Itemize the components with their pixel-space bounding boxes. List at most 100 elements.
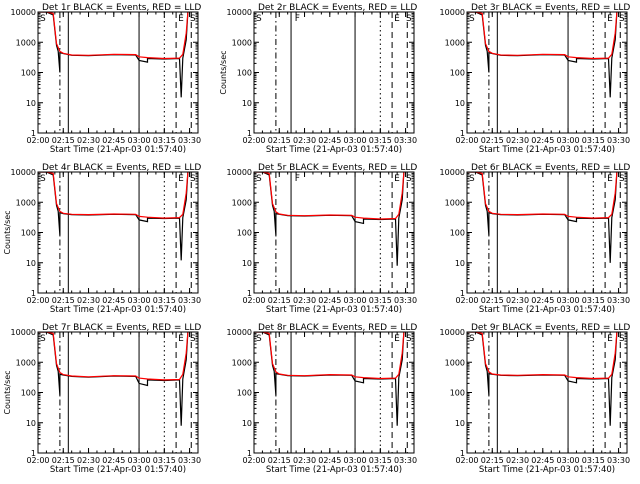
x-tick-label: 03:30	[178, 136, 201, 145]
y-tick-label: 1000	[232, 358, 252, 367]
x-axis-label: Start Time (21-Apr-03 01:57:40)	[50, 145, 186, 155]
marker-letter: E	[607, 334, 613, 344]
x-tick-label: 03:00	[128, 456, 151, 465]
series-line-lld	[38, 332, 189, 381]
marker-letter: S	[619, 174, 625, 184]
y-tick-label: 10	[455, 99, 465, 108]
x-tick-label: 03:30	[394, 136, 417, 145]
x-tick-label: 03:30	[178, 296, 201, 305]
x-tick-label: 02:00	[242, 296, 265, 305]
panel-title: Det 5r BLACK = Events, RED = LLD	[258, 163, 417, 173]
data-layer	[467, 332, 618, 426]
plot-frame	[253, 331, 415, 454]
x-axis-label: Start Time (21-Apr-03 01:57:40)	[50, 305, 186, 315]
x-tick-label: 02:15	[52, 136, 75, 145]
y-tick-label: 1000	[232, 198, 252, 207]
y-tick-label: 10	[242, 419, 252, 428]
panel-det-5: Det 5r BLACK = Events, RED = LLD 1 10 100 10…	[227, 163, 418, 315]
data-layer	[38, 12, 189, 98]
marker-letter: S	[190, 14, 196, 24]
marker-letter: S	[40, 174, 46, 184]
series-line-lld	[254, 332, 405, 380]
x-tick-label: 02:45	[318, 456, 341, 465]
marker-letter: S	[406, 174, 412, 184]
plot-frame	[37, 11, 199, 134]
y-tick-label: 1	[31, 449, 36, 458]
marker-letter: S	[40, 14, 46, 24]
marker-letter: E	[394, 14, 400, 24]
marker-letter: S	[406, 334, 412, 344]
panel-det-9: Det 9r BLACK = Events, RED = LLD 1 10 100 10…	[440, 323, 631, 475]
y-tick-label: 1	[247, 289, 252, 298]
x-axis-label: Start Time (21-Apr-03 01:57:40)	[479, 305, 615, 315]
panel-title: Det 9r BLACK = Events, RED = LLD	[471, 323, 630, 333]
x-tick-label: 03:00	[128, 296, 151, 305]
panel-title: Det 2r BLACK = Events, RED = LLD	[258, 3, 417, 13]
y-tick-label: 1000	[16, 38, 36, 47]
x-tick-label: 03:15	[369, 136, 392, 145]
y-tick-label: 10000	[440, 168, 465, 177]
y-tick-label: 1000	[16, 358, 36, 367]
y-tick-label: 1000	[232, 38, 252, 47]
x-tick-label: 03:15	[153, 456, 176, 465]
plot-frame	[466, 11, 628, 134]
x-tick-label: 03:00	[128, 136, 151, 145]
x-tick-label: 02:45	[531, 136, 554, 145]
x-tick-label: 02:00	[455, 136, 478, 145]
plot-frame	[466, 171, 628, 294]
marker-letter: E	[394, 334, 400, 344]
panel-title: Det 8r BLACK = Events, RED = LLD	[258, 323, 417, 333]
y-tick-label: 1	[31, 129, 36, 138]
x-tick-label: 02:45	[531, 296, 554, 305]
x-tick-label: 02:00	[242, 456, 265, 465]
y-tick-label: 10	[455, 259, 465, 268]
x-tick-label: 03:30	[394, 456, 417, 465]
panel-det-3: Det 3r BLACK = Events, RED = LLD 1 10 100 10…	[440, 3, 631, 155]
x-tick-label: 02:30	[293, 136, 316, 145]
panel-det-4: Det 4r BLACK = Events, RED = LLD 1 10 100 10…	[3, 163, 201, 315]
x-tick-label: 03:00	[557, 456, 580, 465]
y-tick-label: 1	[460, 449, 465, 458]
y-tick-label: 100	[237, 229, 252, 238]
y-tick-label: 10000	[11, 168, 36, 177]
x-tick-label: 02:00	[455, 296, 478, 305]
marker-letter: S	[256, 334, 262, 344]
x-tick-label: 02:15	[268, 296, 291, 305]
y-tick-label: 1	[460, 289, 465, 298]
marker-letter: E	[178, 14, 184, 24]
x-tick-label: 03:00	[557, 136, 580, 145]
x-tick-label: 02:00	[26, 136, 49, 145]
panel-title: Det 6r BLACK = Events, RED = LLD	[471, 163, 630, 173]
y-tick-label: 100	[21, 229, 36, 238]
x-tick-label: 03:15	[153, 136, 176, 145]
y-tick-label: 10000	[440, 8, 465, 17]
x-tick-label: 03:30	[607, 456, 630, 465]
y-tick-label: 1	[247, 129, 252, 138]
marker-letter: E	[394, 174, 400, 184]
x-tick-label: 02:30	[293, 296, 316, 305]
marker-letter: S	[406, 14, 412, 24]
x-tick-label: 02:00	[26, 296, 49, 305]
x-axis-label: Start Time (21-Apr-03 01:57:40)	[50, 465, 186, 475]
marker-letter: S	[40, 334, 46, 344]
marker-letter: F	[295, 174, 300, 184]
x-tick-label: 02:30	[506, 136, 529, 145]
x-tick-label: 02:15	[52, 456, 75, 465]
y-tick-label: 100	[450, 229, 465, 238]
y-tick-label: 1000	[16, 198, 36, 207]
panel-det-8: Det 8r BLACK = Events, RED = LLD 1 10 100 10…	[227, 323, 418, 475]
x-tick-label: 02:15	[481, 296, 504, 305]
plot-frame	[37, 331, 199, 454]
plot-frame	[253, 11, 415, 134]
x-tick-label: 02:15	[52, 296, 75, 305]
series-line-lld	[467, 332, 618, 380]
marker-letter: S	[190, 334, 196, 344]
x-tick-label: 03:00	[557, 296, 580, 305]
y-tick-label: 100	[21, 389, 36, 398]
x-tick-label: 03:30	[178, 456, 201, 465]
x-tick-label: 03:15	[582, 136, 605, 145]
x-tick-label: 02:30	[77, 456, 100, 465]
x-tick-label: 02:15	[481, 136, 504, 145]
x-tick-label: 02:00	[242, 136, 265, 145]
x-tick-label: 02:45	[318, 136, 341, 145]
